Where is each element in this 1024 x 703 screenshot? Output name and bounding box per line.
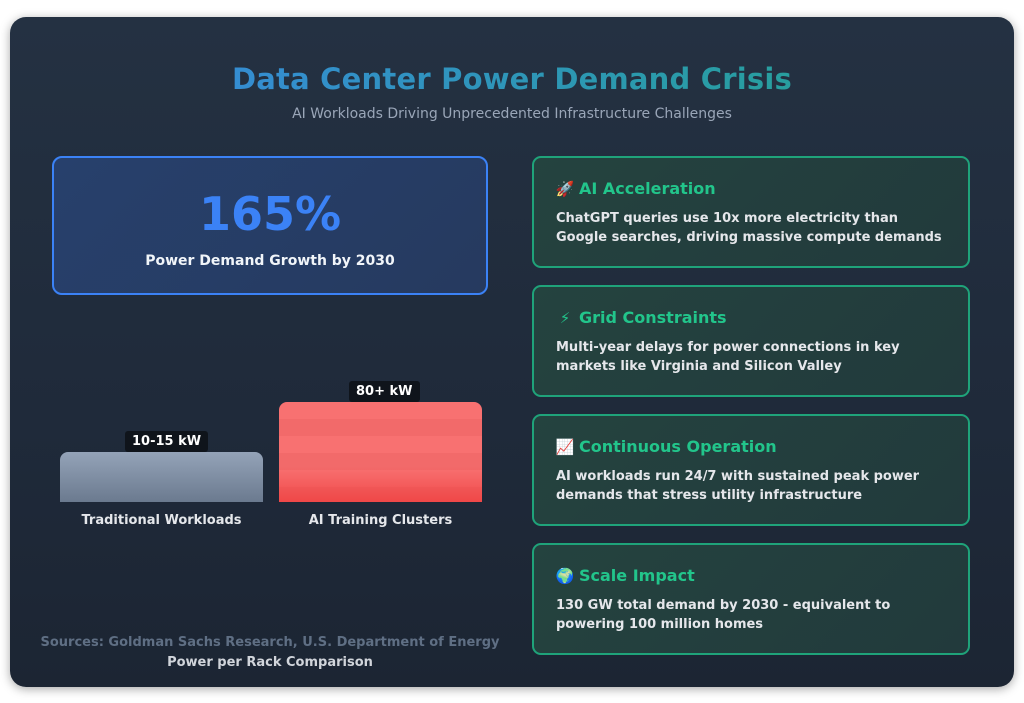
rack-power-chart: 10-15 kW 80+ kW Traditional Workloads AI… — [10, 17, 510, 687]
info-card-title: Continuous Operation — [579, 437, 777, 456]
info-card-heading: 📈 Continuous Operation — [556, 437, 777, 457]
rocket-icon: 🚀 — [555, 180, 575, 198]
info-card-heading: ⚡ Grid Constraints — [556, 308, 727, 328]
info-card-text: AI workloads run 24/7 with sustained pea… — [556, 469, 920, 503]
info-card-title: AI Acceleration — [579, 179, 716, 198]
stat-label: Power Demand Growth by 2030 — [145, 253, 395, 269]
bar-ai-shade — [279, 467, 482, 502]
stat-highlight: 165% Power Demand Growth by 2030 — [52, 156, 488, 295]
data-label-traditional: 10-15 kW — [125, 431, 209, 452]
info-card-text: Multi-year delays for power connections … — [556, 340, 900, 374]
sources-note: Sources: Goldman Sachs Research, U.S. De… — [40, 635, 500, 650]
chart-increasing-icon: 📈 — [555, 438, 575, 456]
infographic-card: Data Center Power Demand Crisis AI Workl… — [10, 17, 1014, 687]
page-title: Data Center Power Demand Crisis — [10, 60, 1014, 98]
globe-icon: 🌍 — [555, 567, 575, 585]
category-label-ai: AI Training Clusters — [308, 513, 453, 528]
info-card-title: Grid Constraints — [579, 308, 727, 327]
page-subtitle: AI Workloads Driving Unprecedented Infra… — [292, 106, 732, 122]
info-card-grid-constraints: ⚡ Grid Constraints Multi-year delays for… — [532, 285, 970, 397]
info-card-text: ChatGPT queries use 10x more electricity… — [556, 211, 942, 245]
info-card-continuous-operation: 📈 Continuous Operation AI workloads run … — [532, 414, 970, 526]
lightning-icon: ⚡ — [559, 309, 571, 327]
category-label-traditional: Traditional Workloads — [81, 513, 242, 528]
chart-title: Power per Rack Comparison — [167, 655, 373, 670]
info-card-text: 130 GW total demand by 2030 - equivalent… — [556, 598, 891, 632]
info-card-ai-acceleration: 🚀 AI Acceleration ChatGPT queries use 10… — [532, 156, 970, 268]
stat-value: 165% — [198, 187, 342, 241]
bar-traditional-workloads — [60, 452, 263, 502]
info-card-heading: 🚀 AI Acceleration — [556, 179, 716, 199]
info-card-scale-impact: 🌍 Scale Impact 130 GW total demand by 20… — [532, 543, 970, 655]
info-card-title: Scale Impact — [579, 566, 695, 585]
info-card-heading: 🌍 Scale Impact — [556, 566, 695, 586]
data-label-ai: 80+ kW — [349, 381, 420, 402]
